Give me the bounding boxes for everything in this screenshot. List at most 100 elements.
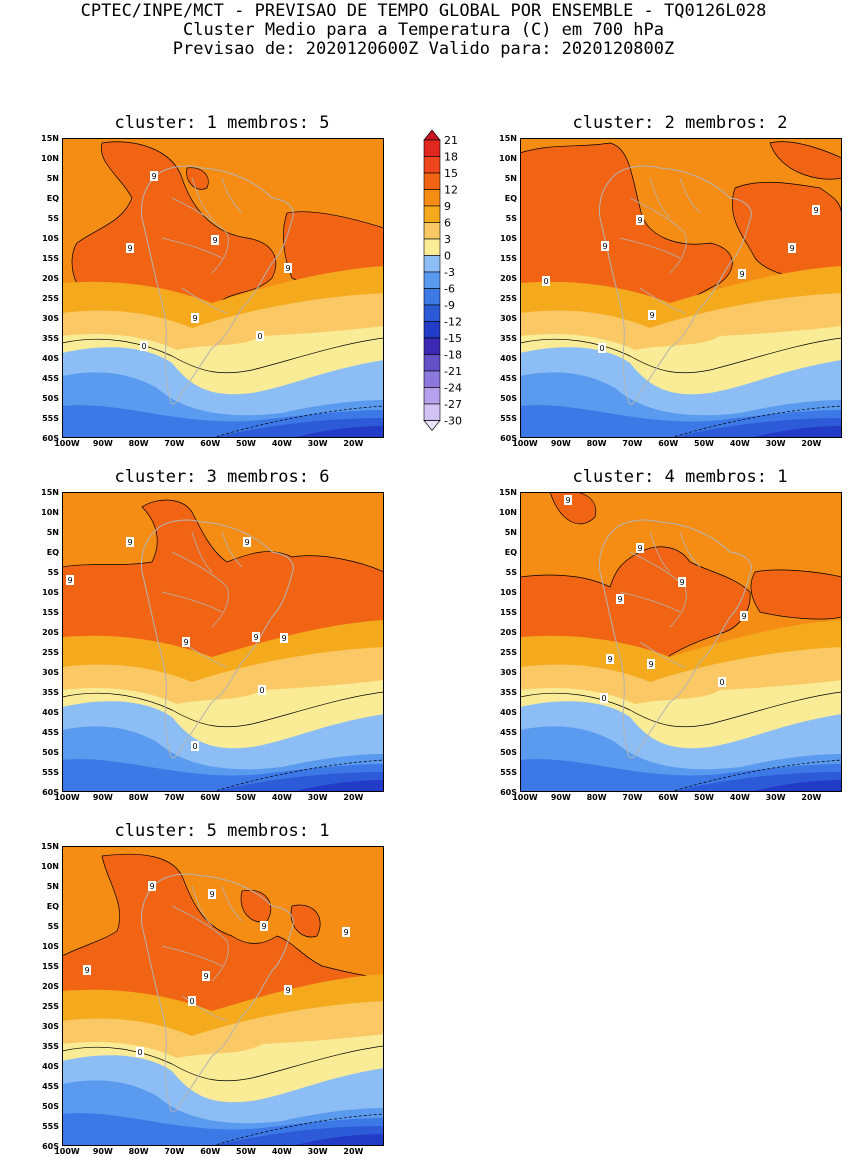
colorbar-level-label: 15 [444,167,458,180]
contour-label: 9 [636,543,644,553]
svg-text:0: 0 [192,742,197,751]
lat-tick-label: 15N [41,488,59,497]
lon-tick-label: 50W [236,1147,256,1156]
lat-tick-label: 10S [500,234,517,243]
svg-text:9: 9 [565,496,570,505]
svg-text:9: 9 [253,633,258,642]
contour-label: 9 [126,537,134,547]
lat-tick-label: 5S [47,214,59,223]
contour-label: 9 [191,313,199,323]
svg-text:0: 0 [719,678,724,687]
country-border [191,885,213,927]
lat-tick-label: 10N [41,862,59,871]
lat-tick-label: 45S [500,728,517,737]
colorbar-swatch [423,156,441,174]
colorbar-level-label: 12 [444,184,458,197]
colorbar-level-label: -27 [444,398,462,411]
contour-label: 9 [564,495,572,505]
lat-tick-label: 5N [504,528,517,537]
svg-text:9: 9 [679,578,684,587]
svg-text:9: 9 [739,270,744,279]
country-border [161,945,223,967]
coastline [599,519,752,759]
contour-label: 9 [211,235,219,245]
contour-line-0 [62,1045,384,1082]
panel-title: cluster: 3 membros: 6 [114,467,330,487]
lat-tick-label: EQ [504,194,517,203]
lon-tick-label: 70W [164,793,185,802]
contour-label: 9 [788,243,796,253]
country-border [639,641,686,668]
lat-tick-label: 15S [500,254,517,263]
svg-text:0: 0 [141,342,146,351]
contour-label: 9 [252,632,260,642]
country-border [629,197,687,274]
panel-title: cluster: 5 membros: 1 [114,821,330,841]
contour-label: 9 [601,241,609,251]
contour-line-0 [62,337,384,374]
colorbar-swatch [423,354,441,372]
colorbar-swatch [423,288,441,306]
lat-tick-label: 40S [42,1062,59,1071]
lat-tick-label: EQ [46,548,59,557]
lat-tick-label: 60S [500,788,517,797]
lon-tick-label: 100W [54,1147,80,1156]
contour-label: 0 [136,1047,144,1057]
lat-tick-label: EQ [504,548,517,557]
svg-text:9: 9 [127,244,132,253]
svg-text:0: 0 [137,1048,142,1057]
country-border [191,177,213,219]
contour-label: 9 [284,985,292,995]
lat-tick-label: 15N [499,134,517,143]
lat-tick-label: 45S [42,374,59,383]
lat-tick-label: 15S [42,962,59,971]
colorbar-level-label: 18 [444,151,458,164]
warm-region [769,141,842,180]
contour-label: 9 [284,263,292,273]
colorbar-swatch [423,205,441,223]
colorbar-svg: 21 18 15 12 9 6 3 0 -3 -6 -9 -12 -15 -18 -21 -24 -27 -30 [423,129,462,432]
map-svg: 9 9 9 9 9 9 9 0 0 [62,846,384,1146]
lat-tick-label: 20S [42,274,59,283]
svg-text:9: 9 [183,638,188,647]
svg-text:0: 0 [543,277,548,286]
svg-text:9: 9 [637,544,642,553]
lon-tick-label: 50W [694,439,714,448]
lat-tick-label: 25S [500,294,517,303]
lat-tick-label: 30S [42,1022,59,1031]
colorbar-arrow-down [423,420,441,432]
field-band [292,1134,384,1146]
svg-text:9: 9 [281,634,286,643]
colorbar-level-label: 3 [444,233,451,246]
lat-tick-label: 50S [500,748,517,757]
lat-tick-label: 60S [500,434,517,443]
colorbar-swatch [423,271,441,289]
colorbar-swatch [423,238,441,256]
header-line-1: CPTEC/INPE/MCT - PREVISAO DE TEMPO GLOBA… [80,1,767,21]
colorbar-swatch [423,172,441,190]
lon-tick-label: 60W [200,439,221,448]
contour-label: 9 [126,243,134,253]
contour-label: 9 [150,171,158,181]
contour-label: 9 [182,637,190,647]
lat-tick-label: 5S [505,214,517,223]
lon-tick-label: 20W [801,439,822,448]
contour-label: 9 [202,971,210,981]
warm-region [186,167,209,190]
country-border [161,591,223,613]
map-frame [520,492,842,792]
lat-tick-label: 5N [46,528,59,537]
lon-tick-label: 80W [128,1147,149,1156]
contour-line-0 [62,691,384,728]
coastline [141,165,294,405]
lat-tick-label: 40S [42,708,59,717]
lat-tick-label: 60S [42,1142,59,1151]
contour-label: 9 [148,881,156,891]
colorbar-swatch [423,222,441,240]
contour-label: 9 [740,611,748,621]
lat-tick-label: 10S [500,588,517,597]
lat-tick-label: 10N [41,508,59,517]
contour-label: 9 [260,921,268,931]
lat-tick-label: 15S [42,608,59,617]
lat-tick-label: 50S [500,394,517,403]
